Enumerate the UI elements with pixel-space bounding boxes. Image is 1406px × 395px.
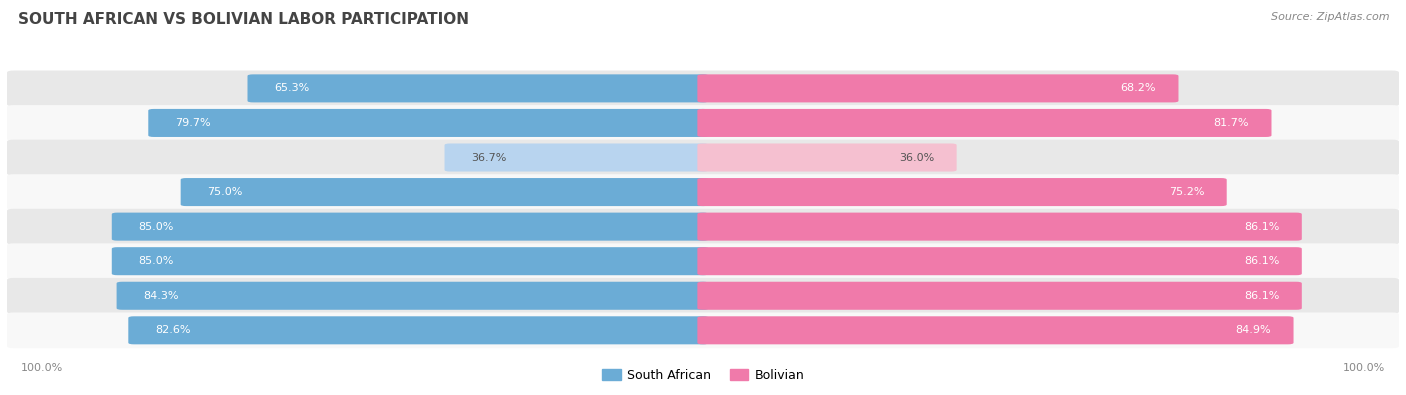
Text: 84.3%: 84.3% [143, 291, 179, 301]
Text: 81.7%: 81.7% [1213, 118, 1249, 128]
Text: 86.1%: 86.1% [1244, 291, 1279, 301]
Text: In Labor Force | Age 20-64: In Labor Force | Age 20-64 [634, 118, 772, 128]
Text: In Labor Force | Age 25-29: In Labor Force | Age 25-29 [634, 221, 772, 232]
Text: SOUTH AFRICAN VS BOLIVIAN LABOR PARTICIPATION: SOUTH AFRICAN VS BOLIVIAN LABOR PARTICIP… [18, 12, 470, 27]
Text: 68.2%: 68.2% [1121, 83, 1156, 93]
Text: In Labor Force | Age 16-19: In Labor Force | Age 16-19 [634, 152, 772, 163]
Text: 85.0%: 85.0% [139, 256, 174, 266]
Text: 85.0%: 85.0% [139, 222, 174, 231]
Text: 86.1%: 86.1% [1244, 256, 1279, 266]
Text: In Labor Force | Age 45-54: In Labor Force | Age 45-54 [634, 325, 772, 336]
Text: 100.0%: 100.0% [1343, 363, 1385, 373]
Text: 84.9%: 84.9% [1236, 325, 1271, 335]
Text: 82.6%: 82.6% [155, 325, 191, 335]
Text: In Labor Force | Age > 16: In Labor Force | Age > 16 [637, 83, 769, 94]
Text: 100.0%: 100.0% [21, 363, 63, 373]
Text: 75.0%: 75.0% [208, 187, 243, 197]
Text: 86.1%: 86.1% [1244, 222, 1279, 231]
Text: In Labor Force | Age 30-34: In Labor Force | Age 30-34 [634, 256, 772, 267]
Text: In Labor Force | Age 20-24: In Labor Force | Age 20-24 [634, 187, 772, 198]
Text: 79.7%: 79.7% [174, 118, 211, 128]
Text: 36.0%: 36.0% [898, 152, 934, 162]
Text: In Labor Force | Age 35-44: In Labor Force | Age 35-44 [634, 290, 772, 301]
Text: Source: ZipAtlas.com: Source: ZipAtlas.com [1271, 12, 1389, 22]
Text: 65.3%: 65.3% [274, 83, 309, 93]
Text: 75.2%: 75.2% [1168, 187, 1204, 197]
Text: 36.7%: 36.7% [471, 152, 506, 162]
Legend: South African, Bolivian: South African, Bolivian [596, 364, 810, 387]
